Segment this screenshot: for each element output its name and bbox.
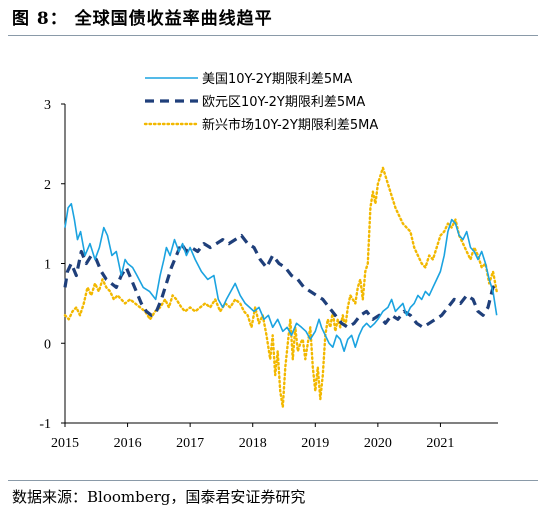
y-tick-label: -1 (39, 417, 51, 432)
legend-label: 新兴市场10Y-2Y期限利差5MA (202, 117, 378, 133)
series-line-solid (64, 202, 498, 352)
top-divider (8, 35, 538, 36)
legend-label: 美国10Y-2Y期限利差5MA (202, 72, 352, 87)
y-tick-label: 3 (44, 98, 51, 113)
x-tick-label: 2020 (364, 436, 392, 451)
bottom-divider (8, 480, 538, 481)
x-tick-label: 2018 (239, 436, 267, 451)
y-tick-label: 0 (44, 337, 51, 352)
legend-label: 欧元区10Y-2Y期限利差5MA (202, 95, 365, 110)
x-tick-label: 2017 (176, 436, 204, 451)
x-tick-label: 2016 (114, 436, 142, 451)
series-line-dotted (63, 166, 498, 409)
x-tick-label: 2021 (426, 436, 454, 451)
series-line-dashed (63, 234, 498, 329)
y-tick-label: 1 (44, 258, 51, 273)
x-tick-label: 2019 (301, 436, 329, 451)
figure-title: 图 8： 全球国债收益率曲线趋平 (12, 9, 273, 29)
x-tick-label: 2015 (51, 436, 79, 451)
source-note: 数据来源：Bloomberg，国泰君安证券研究 (12, 488, 306, 506)
y-tick-label: 2 (44, 178, 51, 193)
